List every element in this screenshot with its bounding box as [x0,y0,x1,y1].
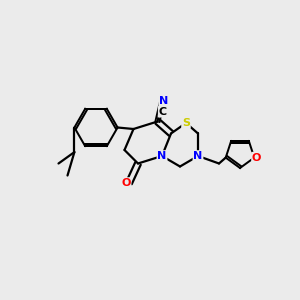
Text: C: C [159,107,167,117]
Text: O: O [121,178,131,188]
Text: S: S [182,118,190,128]
Text: N: N [159,95,168,106]
Text: N: N [194,151,202,161]
Text: N: N [158,151,166,161]
Text: O: O [252,153,261,163]
